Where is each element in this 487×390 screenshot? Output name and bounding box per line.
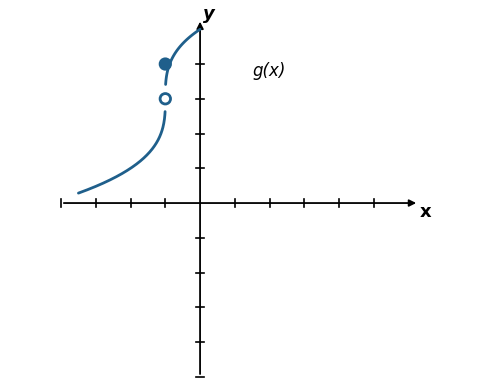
Text: g(x): g(x): [252, 62, 285, 80]
Circle shape: [160, 94, 170, 104]
Circle shape: [160, 59, 170, 69]
Text: y: y: [203, 5, 215, 23]
Text: x: x: [420, 203, 432, 221]
